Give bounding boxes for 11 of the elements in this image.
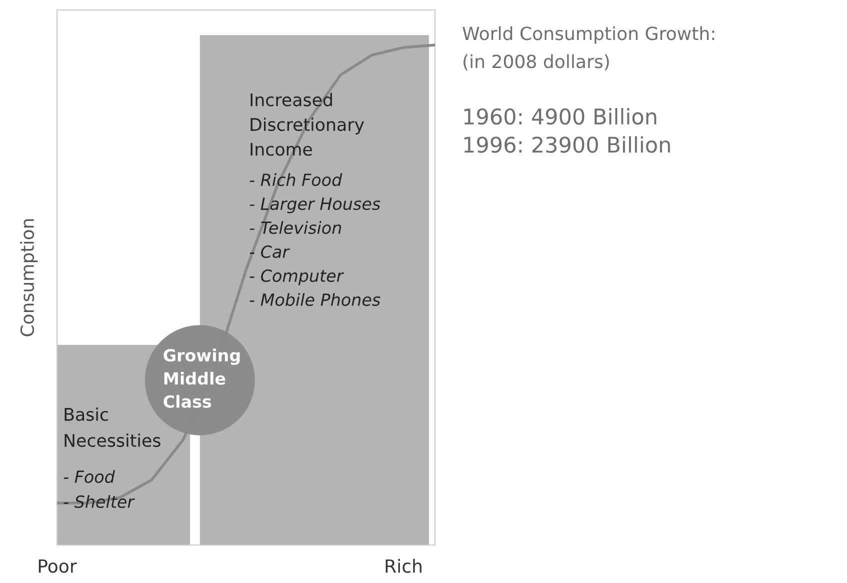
x-tick-label: Poor [38, 559, 77, 573]
x-tick-label: Rich [386, 558, 422, 573]
y-axis-title: Consumption [20, 219, 38, 336]
annotation: - Rich Food - Larger Houses - Television - Car - Computer - Mobile Phones [250, 173, 380, 306]
annotation: - Food - Shelter [64, 470, 135, 508]
annotation: Basic Necessities [64, 408, 160, 447]
text: World Consumption Growth: [462, 26, 714, 44]
text: 1960: 4900 Billion 1996: 23900 Billion [464, 108, 670, 153]
annotation: Growing Middle Class [164, 348, 240, 408]
annotation: Increased Discretionary Income [250, 92, 364, 156]
text: (in 2008 dollars) [464, 54, 609, 70]
